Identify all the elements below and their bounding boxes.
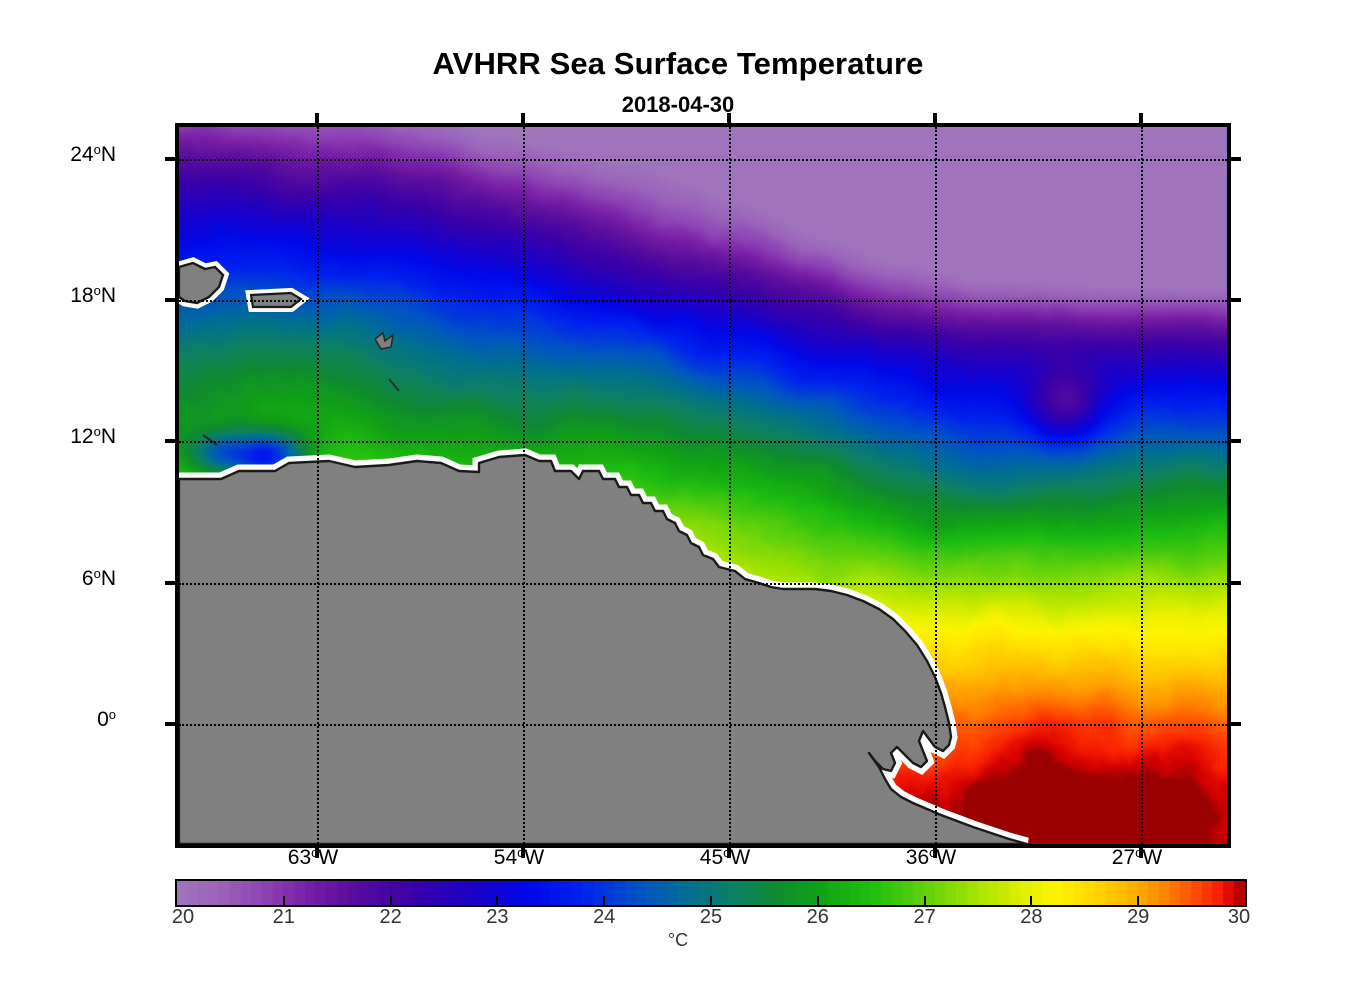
ytick-right-6 (1227, 581, 1241, 585)
colorbar-tick-22 (389, 896, 392, 907)
colorbar-label-21: 21 (272, 906, 295, 928)
ylabel-6n: 6oN (81, 566, 116, 590)
xlabel-27w: 27oW (1111, 845, 1163, 869)
south-america-landmass (179, 448, 1029, 844)
xtick-45 (727, 844, 731, 858)
xtick-top-54 (521, 113, 525, 127)
ylabel-24n: 24oN (70, 142, 116, 166)
figure-title: AVHRR Sea Surface Temperature (432, 46, 924, 81)
colorbar-unit-label: °C (667, 930, 689, 950)
colorbar-label-23: 23 (486, 906, 509, 928)
hispaniola-island (179, 257, 230, 309)
xlabel-45w: 45oW (699, 845, 751, 869)
ytick-right-12 (1227, 439, 1241, 443)
xtick-36 (933, 844, 937, 858)
xtick-54 (521, 844, 525, 858)
gridline-lon-45 (729, 127, 731, 844)
ytick-6 (165, 581, 179, 585)
xtick-27 (1139, 844, 1143, 858)
gridline-lon-63 (317, 127, 319, 844)
ytick-18 (165, 298, 179, 302)
gridline-lat-12 (179, 441, 1227, 443)
gridline-lat-18 (179, 300, 1227, 302)
colorbar-label-27: 27 (913, 906, 936, 928)
colorbar-label-20: 20 (171, 906, 195, 928)
xtick-top-63 (315, 113, 319, 127)
gridline-lon-36 (935, 127, 937, 844)
ytick-right-18 (1227, 298, 1241, 302)
colorbar-label-22: 22 (379, 906, 402, 928)
gridline-lon-54 (523, 127, 525, 844)
colorbar-label-29: 29 (1127, 906, 1150, 928)
xlabel-54w: 54oW (493, 845, 545, 869)
xtick-top-45 (727, 113, 731, 127)
colorbar-label-24: 24 (593, 906, 616, 928)
colorbar-tick-29 (1137, 896, 1140, 907)
colorbar-tick-28 (1030, 896, 1033, 907)
map-plot-area (179, 127, 1227, 844)
ytick-right-24 (1227, 157, 1241, 161)
colorbar-tick-24 (603, 896, 606, 907)
ylabel-0: 0o (97, 707, 116, 731)
map-panel (165, 113, 1241, 858)
lesser-antilles-islets (202, 331, 400, 446)
colorbar-label-26: 26 (806, 906, 829, 928)
ytick-24 (165, 157, 179, 161)
ylabel-12n: 12oN (70, 424, 116, 448)
xtick-top-27 (1139, 113, 1143, 127)
gridline-lat-0 (179, 724, 1227, 726)
guadeloupe-islet (373, 331, 395, 350)
colorbar-tick-21 (282, 896, 285, 907)
gridline-lat-24 (179, 159, 1227, 161)
ytick-12 (165, 439, 179, 443)
colorbar-tick-27 (923, 896, 926, 907)
xlabel-63w: 63oW (287, 845, 339, 869)
xlabel-36w: 36oW (905, 845, 957, 869)
colorbar-label-25: 25 (699, 906, 723, 928)
aruba-curacao-islets (202, 434, 218, 446)
colorbar-label-30: 30 (1227, 906, 1251, 928)
gridline-lon-27 (1141, 127, 1143, 844)
xtick-63 (315, 844, 319, 858)
colorbar-tick-23 (496, 896, 499, 907)
martinique-islet (388, 378, 400, 392)
colorbar-tick-25 (710, 896, 712, 907)
ylabel-18n: 18oN (70, 283, 116, 307)
xtick-top-36 (933, 113, 937, 127)
ytick-0 (165, 722, 179, 726)
colorbar-tick-26 (816, 896, 819, 907)
colorbar-label-28: 28 (1020, 906, 1043, 928)
land-mask-layer (179, 257, 1029, 844)
figure-subtitle: 2018-04-30 (621, 92, 735, 117)
colorbar (175, 879, 1247, 907)
hispaniola-fill (179, 261, 225, 305)
gridline-lat-6 (179, 583, 1227, 585)
ytick-right-0 (1227, 722, 1241, 726)
south-america-fill (179, 453, 1029, 844)
